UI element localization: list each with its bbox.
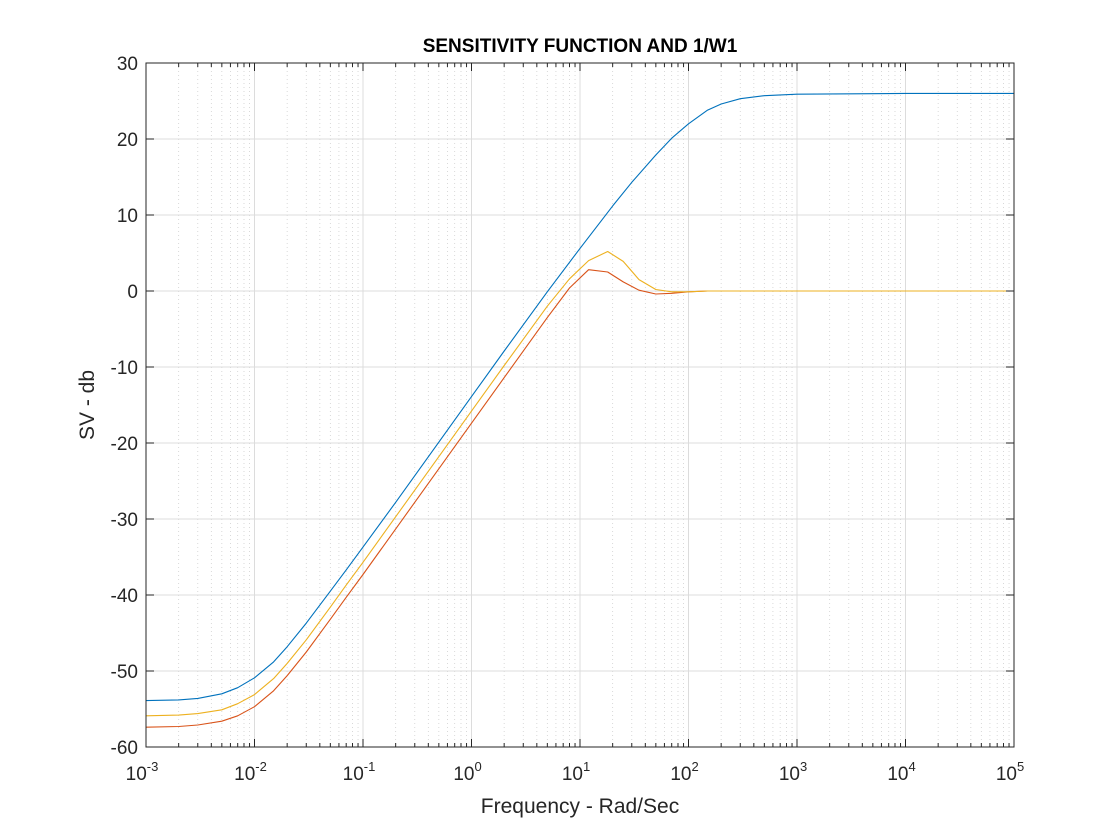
y-tick-label: -20 bbox=[111, 434, 138, 455]
series-line-2 bbox=[145, 269, 1014, 728]
x-tick-label: 10-2 bbox=[234, 759, 267, 785]
x-tick-label: 100 bbox=[453, 759, 481, 785]
y-tick-label: -10 bbox=[111, 358, 138, 379]
series-line-1 bbox=[145, 92, 1014, 702]
x-tick-label: 10-1 bbox=[343, 759, 376, 785]
y-tick-label: -30 bbox=[111, 510, 138, 531]
x-tick-label: 105 bbox=[996, 759, 1024, 785]
x-tick-label: 10-3 bbox=[126, 759, 159, 785]
series-line-3 bbox=[145, 250, 1014, 717]
x-tick-label: 104 bbox=[887, 759, 915, 785]
y-tick-label: 30 bbox=[117, 54, 138, 75]
y-tick-label: -60 bbox=[111, 738, 138, 759]
series-layer bbox=[145, 92, 1014, 728]
x-tick-label: 102 bbox=[670, 759, 698, 785]
x-tick-label: 101 bbox=[562, 759, 590, 785]
y-tick-label: -40 bbox=[111, 586, 138, 607]
y-tick-label: 10 bbox=[117, 206, 138, 227]
grid-layer bbox=[145, 63, 1015, 747]
x-axis-label: Frequency - Rad/Sec bbox=[481, 795, 679, 818]
chart-title: SENSITIVITY FUNCTION AND 1/W1 bbox=[423, 36, 738, 57]
y-tick-label: 0 bbox=[127, 282, 138, 303]
y-tick-label: -50 bbox=[111, 662, 138, 683]
y-tick-label: 20 bbox=[117, 130, 138, 151]
y-axis-label: SV - db bbox=[76, 370, 99, 440]
x-tick-label: 103 bbox=[779, 759, 807, 785]
ticks-layer: 10-3 10-2 10-1 100 101 102 103 104 1053020100-10… bbox=[111, 54, 1025, 785]
